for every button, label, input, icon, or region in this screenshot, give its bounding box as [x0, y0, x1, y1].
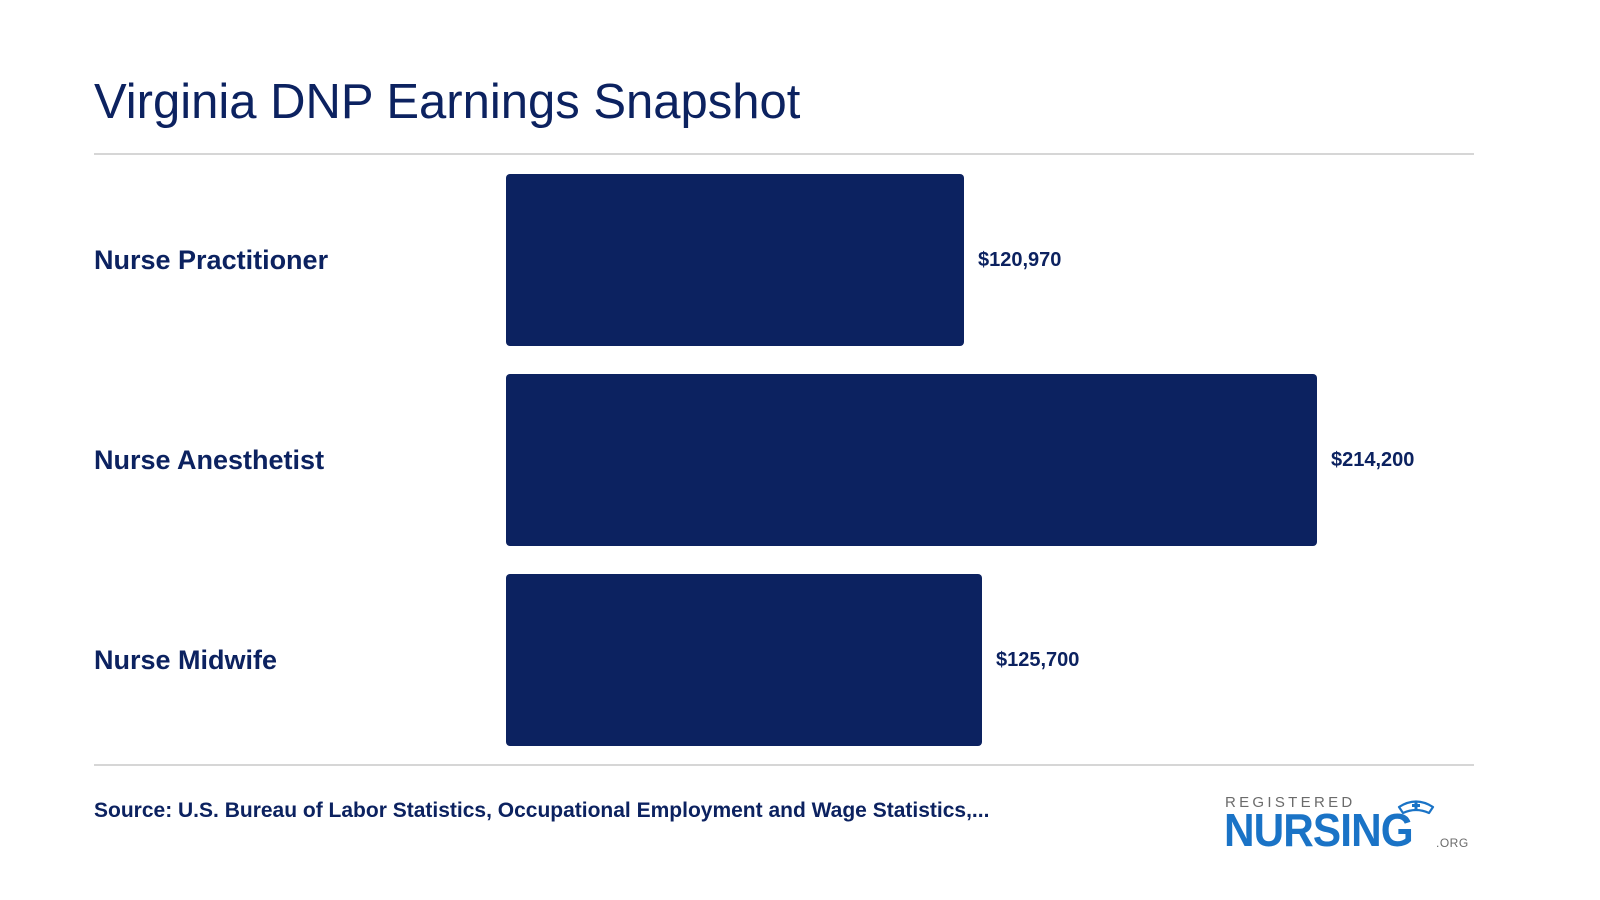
logo-org-text: .ORG [1436, 836, 1469, 850]
registered-nursing-logo: REGISTERED NURSING .ORG [1224, 794, 1474, 858]
category-label-nurse-anesthetist: Nurse Anesthetist [94, 445, 325, 475]
footer-divider [94, 764, 1474, 766]
bar-nurse-practitioner [506, 174, 964, 346]
title-divider [94, 153, 1474, 155]
category-label-nurse-midwife: Nurse Midwife [94, 645, 278, 675]
page-title: Virginia DNP Earnings Snapshot [94, 75, 801, 129]
logo-nursing-text: NURSING [1224, 804, 1414, 856]
bar-nurse-midwife [506, 574, 982, 746]
value-label-nurse-anesthetist: $214,200 [1331, 449, 1415, 471]
logo-registered-text: REGISTERED [1225, 794, 1356, 811]
nurse-cap-icon [1397, 800, 1435, 815]
value-label-nurse-practitioner: $120,970 [978, 249, 1062, 271]
bar-nurse-anesthetist [506, 374, 1317, 546]
value-label-nurse-midwife: $125,700 [996, 649, 1080, 671]
category-label-nurse-practitioner: Nurse Practitioner [94, 245, 329, 275]
source-note: Source: U.S. Bureau of Labor Statistics,… [94, 799, 990, 822]
